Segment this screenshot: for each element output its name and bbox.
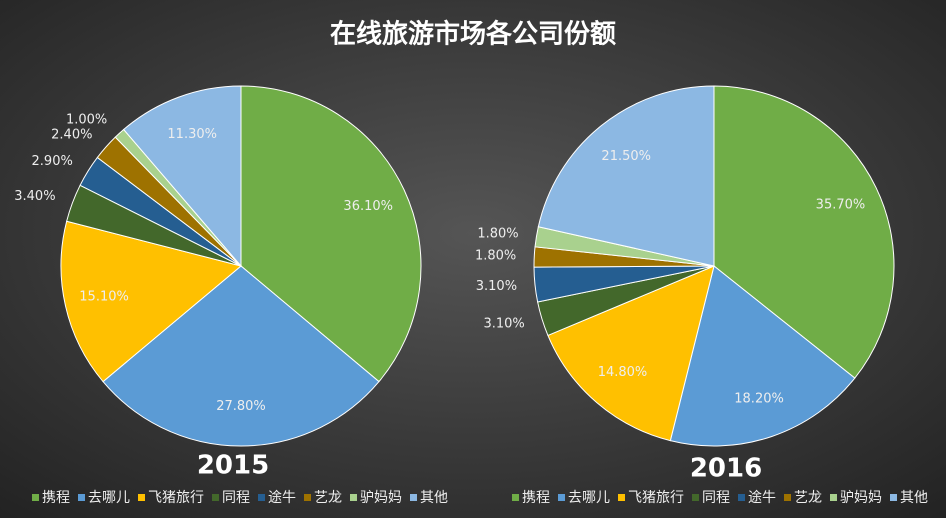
- data-label: 18.20%: [734, 391, 784, 406]
- legend-label: 去哪儿: [568, 490, 610, 506]
- year-label: 2016: [690, 454, 762, 484]
- data-label: 2.40%: [51, 128, 92, 143]
- legend-label: 携程: [42, 490, 70, 506]
- pie-slice: [713, 85, 895, 379]
- pie-slice: [60, 220, 243, 383]
- legend-swatch: [558, 494, 565, 501]
- legend-swatch: [738, 494, 745, 501]
- legend-swatch: [692, 494, 699, 501]
- legend-label: 飞猪旅行: [628, 490, 684, 506]
- legend-swatch: [138, 494, 145, 501]
- legend-label: 艺龙: [794, 490, 822, 506]
- data-label: 35.70%: [816, 198, 866, 213]
- legend-swatch: [258, 494, 265, 501]
- pie-slice: [547, 265, 715, 442]
- legend-swatch: [304, 494, 311, 501]
- data-label: 1.80%: [477, 226, 518, 241]
- year-label: 2015: [197, 451, 269, 481]
- legend-label: 携程: [522, 490, 550, 506]
- legend-label: 飞猪旅行: [148, 490, 204, 506]
- legend-swatch: [890, 494, 897, 501]
- legend-swatch: [350, 494, 357, 501]
- legend-label: 其他: [900, 490, 928, 506]
- pie-slice: [240, 85, 422, 383]
- data-label: 36.10%: [343, 199, 393, 214]
- data-label: 1.80%: [475, 249, 516, 264]
- legend-label: 其他: [420, 490, 448, 506]
- data-label: 3.10%: [476, 279, 517, 294]
- legend-label: 驴妈妈: [840, 490, 882, 506]
- data-label: 3.10%: [483, 317, 524, 332]
- chart-title: 在线旅游市场各公司份额: [330, 19, 616, 50]
- legend-label: 同程: [222, 490, 250, 506]
- data-label: 27.80%: [216, 399, 266, 414]
- legend-label: 艺龙: [314, 490, 342, 506]
- legend-swatch: [512, 494, 519, 501]
- legend-label: 途牛: [748, 489, 776, 506]
- legend-swatch: [212, 494, 219, 501]
- legend-swatch: [830, 494, 837, 501]
- data-label: 2.90%: [32, 154, 73, 169]
- data-label: 11.30%: [167, 127, 217, 142]
- legend-label: 去哪儿: [88, 490, 130, 506]
- data-label: 14.80%: [598, 365, 648, 380]
- pie-slice: [122, 85, 242, 268]
- data-label: 1.00%: [66, 112, 107, 127]
- data-label: 15.10%: [79, 290, 129, 305]
- legend-swatch: [78, 494, 85, 501]
- legend-label: 同程: [702, 490, 730, 506]
- data-label: 3.40%: [14, 189, 55, 204]
- legend-swatch: [618, 494, 625, 501]
- pie-slice: [669, 265, 856, 447]
- pie-slice: [102, 265, 380, 447]
- legend-swatch: [410, 494, 417, 501]
- data-label: 21.50%: [601, 149, 651, 164]
- pie-slice: [537, 85, 715, 267]
- legend-label: 途牛: [268, 489, 296, 506]
- legend-label: 驴妈妈: [360, 490, 402, 506]
- legend-swatch: [32, 494, 39, 501]
- legend-swatch: [784, 494, 791, 501]
